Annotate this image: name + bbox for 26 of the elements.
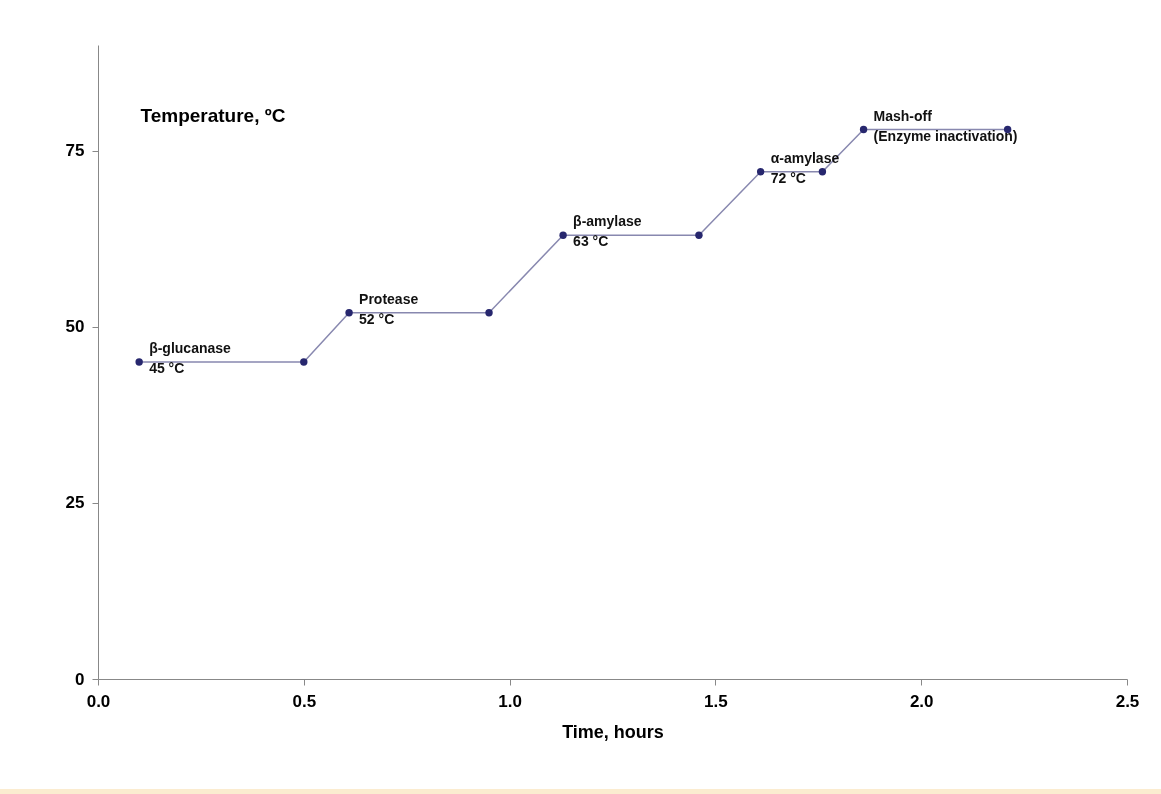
point <box>485 308 493 317</box>
point <box>135 358 143 366</box>
x-tick-label: 0.0 <box>86 691 111 711</box>
y-tick-label: 0 <box>75 669 85 689</box>
x-axis-title: Time, hours <box>562 721 664 742</box>
x-tick-label: 0.5 <box>292 691 317 711</box>
y-tick-label: 50 <box>65 317 85 337</box>
point <box>345 308 353 317</box>
annotation: Protease 52 °C <box>359 290 419 327</box>
x-tick-label: 2.0 <box>909 691 934 711</box>
annotation: β-amylase 63 °C <box>573 213 642 250</box>
x-tick-label: 1.0 <box>498 691 522 711</box>
x-tick-label: 1.5 <box>704 691 728 711</box>
point <box>818 168 827 176</box>
point <box>756 168 765 176</box>
point <box>695 231 703 239</box>
point <box>559 231 567 239</box>
y-tick-label: 75 <box>65 141 85 161</box>
annotation: β-glucanase 45 °C <box>149 340 232 376</box>
x-tick-label: 2.5 <box>1115 691 1140 711</box>
y-axis-title: Temperature, ºC <box>140 104 286 126</box>
point <box>859 125 868 134</box>
annotation: Mash-off (Enzyme inactivation) <box>873 107 1018 144</box>
point <box>300 358 308 366</box>
y-tick-label: 25 <box>65 493 85 513</box>
annotation: α-amylase 72 °C <box>770 149 840 186</box>
